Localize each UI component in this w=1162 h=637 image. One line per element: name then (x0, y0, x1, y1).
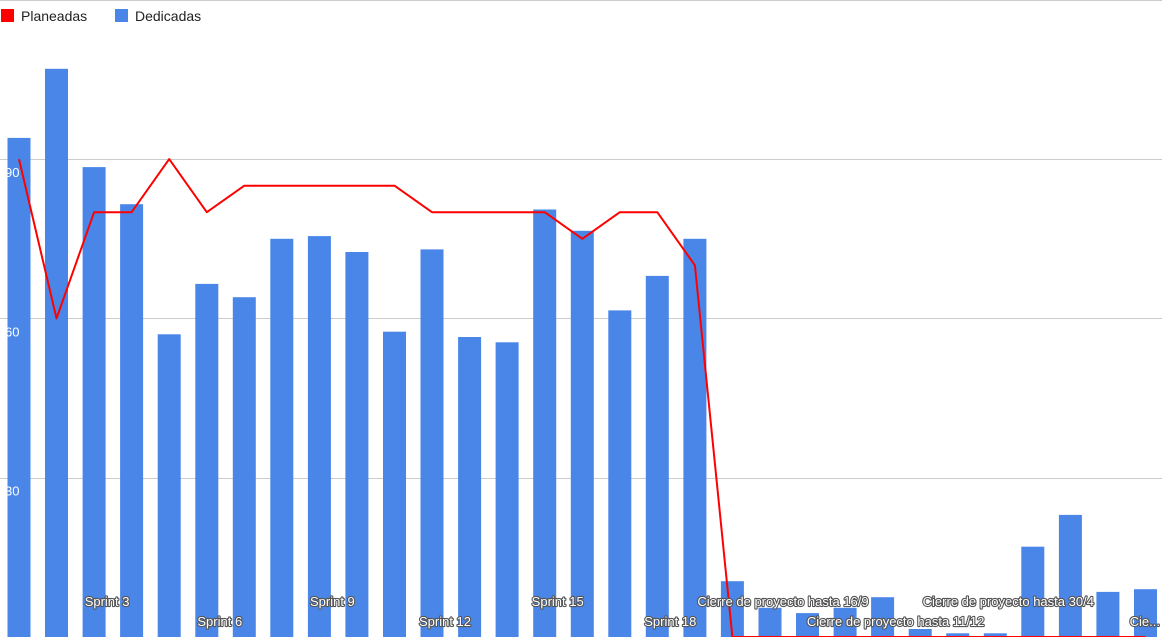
bar-dedicadas-26 (946, 633, 970, 637)
bar-dedicadas-19 (683, 238, 707, 637)
bar-dedicadas-4 (120, 204, 144, 637)
bar-series-dedicadas (7, 68, 1157, 637)
x-tick-label-1: Sprint 3 (85, 594, 130, 609)
x-axis-labels: Sprint 3 Sprint 6 Sprint 9 Sprint 12 Sprint … (84, 593, 1162, 630)
bar-dedicadas-23 (833, 607, 857, 637)
legend-item-dedicadas[interactable]: Dedicadas (115, 8, 201, 24)
y-tick-label-30: 30 (5, 484, 19, 499)
x-tick-label-5: Sprint 15 (532, 594, 584, 609)
y-axis-ticks: 30 60 90 (5, 165, 19, 499)
bar-dedicadas-10 (345, 252, 369, 637)
bar-dedicadas-5 (157, 334, 181, 637)
legend[interactable]: Planeadas Dedicadas (1, 8, 201, 24)
x-tick-label-9: Cierre de proyecto hasta 30/4 (923, 594, 1094, 609)
bar-dedicadas-31 (1134, 589, 1157, 637)
bar-dedicadas-12 (420, 249, 444, 637)
bar-dedicadas-30 (1096, 591, 1120, 637)
bar-dedicadas-13 (458, 337, 482, 637)
bar-dedicadas-3 (82, 167, 106, 637)
bar-dedicadas-28 (1021, 546, 1045, 637)
bar-dedicadas-27 (983, 633, 1007, 637)
x-tick-label-4: Sprint 12 (419, 614, 471, 629)
x-tick-label-7: Cierre de proyecto hasta 16/9 (697, 594, 868, 609)
bar-dedicadas-20 (720, 581, 744, 637)
x-tick-label-2: Sprint 6 (197, 614, 242, 629)
bar-dedicadas-15 (533, 209, 557, 637)
bar-dedicadas-14 (495, 342, 519, 637)
bar-dedicadas-21 (758, 607, 782, 637)
line-planeadas (18, 158, 1146, 637)
bar-dedicadas-25 (908, 629, 932, 637)
bar-dedicadas-6 (195, 283, 219, 637)
bar-dedicadas-16 (570, 230, 594, 637)
x-tick-label-3: Sprint 9 (310, 594, 355, 609)
y-tick-label-90: 90 (5, 165, 19, 180)
bar-dedicadas-2 (45, 68, 68, 637)
legend-item-planeadas[interactable]: Planeadas (1, 8, 87, 24)
legend-swatch-planeadas (1, 9, 14, 22)
bar-dedicadas-29 (1058, 514, 1082, 637)
legend-swatch-dedicadas (115, 9, 128, 22)
bar-dedicadas-22 (796, 613, 819, 637)
x-tick-label-8: Cierre de proyecto hasta 11/12 (807, 614, 985, 629)
legend-label-planeadas: Planeadas (21, 8, 87, 24)
y-tick-label-60: 60 (5, 324, 19, 339)
bar-dedicadas-18 (645, 275, 669, 637)
bar-dedicadas-7 (232, 297, 256, 637)
bar-dedicadas-1 (7, 137, 31, 637)
bar-dedicadas-17 (608, 310, 632, 637)
bar-dedicadas-11 (383, 331, 406, 637)
x-tick-label-6: Sprint 18 (644, 614, 696, 629)
x-tick-label-10: Cie... (1130, 614, 1160, 629)
line-series-planeadas (18, 158, 1146, 637)
legend-label-dedicadas: Dedicadas (135, 8, 201, 24)
bar-dedicadas-9 (307, 236, 331, 637)
bar-dedicadas-8 (270, 238, 294, 637)
bar-dedicadas-24 (871, 597, 895, 637)
